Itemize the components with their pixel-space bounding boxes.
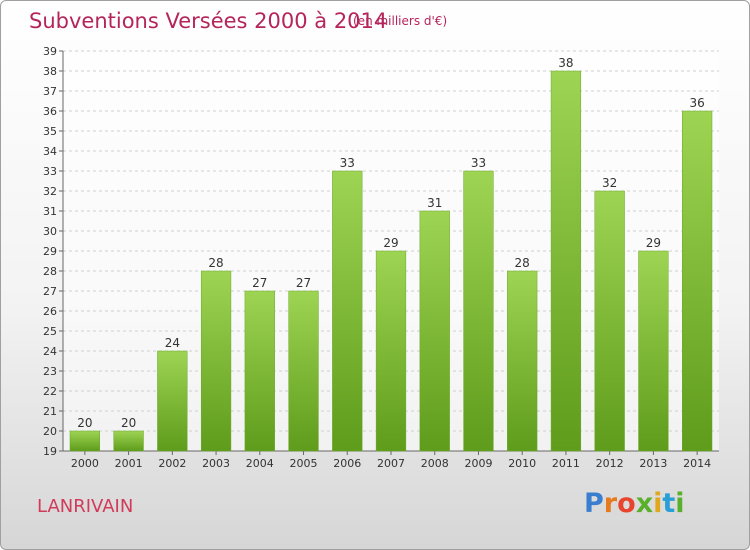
value-label-2008: 31	[427, 196, 442, 210]
y-tick-label: 27	[43, 285, 57, 298]
value-label-2011: 38	[558, 56, 573, 70]
x-tick-label-2002: 2002	[158, 457, 186, 470]
y-tick-label: 34	[43, 145, 57, 158]
y-tick-label: 28	[43, 265, 57, 278]
bar-2003	[200, 270, 232, 452]
bar-2008	[419, 210, 450, 452]
x-tick-label-2009: 2009	[464, 457, 492, 470]
bar-2012	[594, 190, 625, 452]
value-label-2014: 36	[689, 96, 704, 110]
proxiti-logo[interactable]: Proxiti	[584, 488, 685, 519]
chart-subtitle: (en milliers d'€)	[353, 14, 448, 28]
bar-2004	[244, 290, 275, 452]
y-tick-label: 20	[43, 425, 57, 438]
y-tick-label: 25	[43, 325, 57, 338]
bar-2009	[463, 170, 494, 452]
bar-2013	[638, 250, 669, 452]
value-label-2000: 20	[77, 416, 92, 430]
y-tick-label: 19	[43, 445, 57, 458]
y-tick-label: 31	[43, 205, 57, 218]
y-tick-label: 30	[43, 225, 57, 238]
y-tick-label: 35	[43, 125, 57, 138]
x-tick-label-2000: 2000	[71, 457, 99, 470]
y-tick-label: 37	[43, 85, 57, 98]
y-tick-label: 23	[43, 365, 57, 378]
x-tick-label-2007: 2007	[377, 457, 405, 470]
y-tick-label: 38	[43, 65, 57, 78]
x-tick-label-2011: 2011	[552, 457, 580, 470]
y-tick-label: 29	[43, 245, 57, 258]
value-label-2002: 24	[165, 336, 180, 350]
y-tick-label: 39	[43, 45, 57, 58]
bar-2002	[157, 350, 188, 452]
value-label-2009: 33	[471, 156, 486, 170]
value-label-2003: 28	[208, 256, 223, 270]
x-tick-label-2006: 2006	[333, 457, 361, 470]
bar-2005	[288, 290, 319, 452]
y-tick-label: 22	[43, 385, 57, 398]
y-tick-label: 21	[43, 405, 57, 418]
y-tick-label: 32	[43, 185, 57, 198]
chart-title: Subventions Versées 2000 à 2014	[29, 9, 388, 33]
bar-2001	[113, 430, 144, 452]
value-label-2010: 28	[515, 256, 530, 270]
x-tick-label-2005: 2005	[290, 457, 318, 470]
value-label-2004: 27	[252, 276, 267, 290]
x-tick-label-2008: 2008	[421, 457, 449, 470]
x-tick-label-2003: 2003	[202, 457, 230, 470]
x-tick-label-2001: 2001	[115, 457, 143, 470]
x-tick-label-2014: 2014	[683, 457, 711, 470]
value-label-2001: 20	[121, 416, 136, 430]
commune-name: LANRIVAIN	[37, 496, 134, 517]
y-tick-label: 24	[43, 345, 57, 358]
x-tick-label-2004: 2004	[246, 457, 274, 470]
value-label-2007: 29	[383, 236, 398, 250]
value-label-2013: 29	[646, 236, 661, 250]
bar-2010	[507, 270, 538, 452]
bar-2014	[682, 110, 713, 452]
y-tick-label: 36	[43, 105, 57, 118]
value-label-2012: 32	[602, 176, 617, 190]
value-label-2006: 33	[340, 156, 355, 170]
bar-2000	[69, 430, 100, 452]
x-tick-label-2013: 2013	[639, 457, 667, 470]
bar-2011	[550, 70, 582, 452]
y-tick-label: 33	[43, 165, 57, 178]
y-tick-label: 26	[43, 305, 57, 318]
bar-2007	[375, 250, 407, 452]
x-tick-label-2010: 2010	[508, 457, 536, 470]
value-label-2005: 27	[296, 276, 311, 290]
x-tick-label-2012: 2012	[596, 457, 624, 470]
bar-2006	[332, 170, 363, 452]
